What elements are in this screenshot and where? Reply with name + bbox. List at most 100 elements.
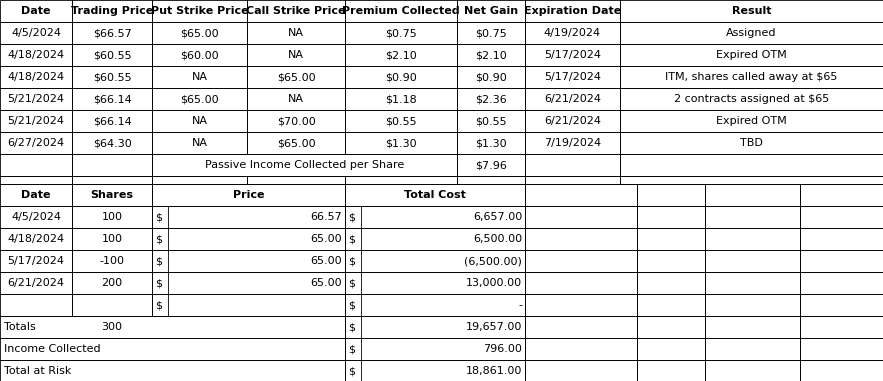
Text: 6/21/2024: 6/21/2024 bbox=[544, 94, 601, 104]
Bar bbox=[705, 206, 800, 228]
Bar bbox=[152, 88, 247, 110]
Bar bbox=[457, 88, 525, 110]
Text: NA: NA bbox=[192, 138, 208, 148]
Bar bbox=[72, 132, 152, 154]
Bar bbox=[152, 294, 345, 316]
Text: Price: Price bbox=[233, 190, 264, 200]
Bar bbox=[620, 66, 883, 88]
Bar bbox=[72, 272, 152, 294]
Bar bbox=[345, 88, 457, 110]
Bar bbox=[72, 294, 152, 316]
Bar bbox=[152, 66, 247, 88]
Bar bbox=[0, 206, 72, 228]
Bar bbox=[152, 44, 247, 66]
Bar bbox=[620, 176, 883, 184]
Bar bbox=[0, 88, 72, 110]
Bar bbox=[525, 250, 637, 272]
Bar bbox=[72, 0, 152, 22]
Text: $: $ bbox=[155, 278, 162, 288]
Bar bbox=[72, 66, 152, 88]
Bar bbox=[0, 0, 72, 22]
Text: $0.55: $0.55 bbox=[385, 116, 417, 126]
Text: 7/19/2024: 7/19/2024 bbox=[544, 138, 601, 148]
Text: Premium Collected: Premium Collected bbox=[343, 6, 460, 16]
Bar bbox=[457, 0, 525, 22]
Bar bbox=[525, 316, 637, 338]
Bar bbox=[525, 22, 620, 44]
Bar bbox=[152, 132, 247, 154]
Text: $65.00: $65.00 bbox=[276, 72, 315, 82]
Bar bbox=[705, 360, 800, 381]
Text: $66.57: $66.57 bbox=[93, 28, 132, 38]
Bar bbox=[800, 294, 883, 316]
Bar bbox=[72, 44, 152, 66]
Text: $: $ bbox=[155, 234, 162, 244]
Text: 4/18/2024: 4/18/2024 bbox=[7, 234, 64, 244]
Bar bbox=[457, 110, 525, 132]
Bar bbox=[152, 154, 457, 176]
Bar bbox=[152, 110, 247, 132]
Bar bbox=[525, 66, 620, 88]
Bar bbox=[637, 316, 705, 338]
Text: $65.00: $65.00 bbox=[276, 138, 315, 148]
Bar bbox=[72, 110, 152, 132]
Bar bbox=[0, 206, 72, 228]
Bar bbox=[637, 250, 705, 272]
Text: $2.36: $2.36 bbox=[475, 94, 507, 104]
Bar bbox=[705, 184, 800, 206]
Text: -100: -100 bbox=[100, 256, 125, 266]
Bar bbox=[345, 132, 457, 154]
Bar bbox=[620, 132, 883, 154]
Bar bbox=[0, 228, 72, 250]
Bar bbox=[0, 22, 72, 44]
Text: $60.55: $60.55 bbox=[93, 50, 132, 60]
Bar bbox=[800, 228, 883, 250]
Bar bbox=[637, 316, 705, 338]
Bar bbox=[705, 250, 800, 272]
Bar bbox=[72, 44, 152, 66]
Bar bbox=[247, 132, 345, 154]
Bar bbox=[0, 44, 72, 66]
Bar bbox=[0, 88, 72, 110]
Text: Date: Date bbox=[21, 6, 50, 16]
Text: Call Strike Price: Call Strike Price bbox=[246, 6, 346, 16]
Text: Net Gain: Net Gain bbox=[464, 6, 518, 16]
Bar bbox=[152, 206, 345, 228]
Text: 4/5/2024: 4/5/2024 bbox=[11, 28, 61, 38]
Bar bbox=[800, 294, 883, 316]
Bar bbox=[345, 250, 525, 272]
Text: 65.00: 65.00 bbox=[311, 234, 342, 244]
Text: $65.00: $65.00 bbox=[180, 28, 219, 38]
Bar bbox=[0, 184, 72, 206]
Text: $: $ bbox=[155, 256, 162, 266]
Bar bbox=[637, 360, 705, 381]
Bar bbox=[72, 132, 152, 154]
Text: $64.30: $64.30 bbox=[93, 138, 132, 148]
Bar bbox=[620, 22, 883, 44]
Bar bbox=[345, 360, 525, 381]
Text: 65.00: 65.00 bbox=[311, 256, 342, 266]
Bar bbox=[457, 44, 525, 66]
Bar bbox=[247, 44, 345, 66]
Bar bbox=[800, 272, 883, 294]
Bar bbox=[345, 360, 525, 381]
Text: Shares: Shares bbox=[90, 190, 133, 200]
Text: Assigned: Assigned bbox=[726, 28, 777, 38]
Text: Expiration Date: Expiration Date bbox=[524, 6, 621, 16]
Bar bbox=[345, 44, 457, 66]
Text: Total Cost: Total Cost bbox=[404, 190, 466, 200]
Text: Expired OTM: Expired OTM bbox=[716, 116, 787, 126]
Bar bbox=[457, 132, 525, 154]
Bar bbox=[72, 88, 152, 110]
Bar bbox=[152, 22, 247, 44]
Bar bbox=[345, 294, 525, 316]
Bar bbox=[620, 66, 883, 88]
Bar bbox=[525, 228, 637, 250]
Text: Total at Risk: Total at Risk bbox=[4, 366, 72, 376]
Bar bbox=[637, 228, 705, 250]
Bar bbox=[705, 228, 800, 250]
Text: 19,657.00: 19,657.00 bbox=[465, 322, 522, 332]
Bar bbox=[620, 132, 883, 154]
Bar bbox=[0, 316, 345, 338]
Bar bbox=[525, 154, 620, 176]
